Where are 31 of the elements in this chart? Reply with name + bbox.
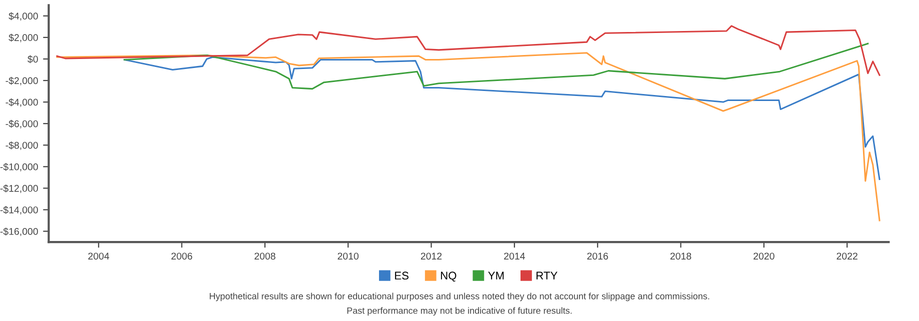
y-tick-label: -$8,000 [6, 141, 38, 150]
text: Past performance may not be indicative of future results. [347, 307, 572, 316]
legend-label: YM [488, 272, 504, 280]
x-tick-label: 2006 [171, 252, 192, 260]
y-tick-label: -$2,000 [6, 76, 38, 86]
text: Hypothetical results are shown for educational purposes and unless noted they do not account for slippage and commissions. [210, 292, 710, 302]
x-tick-label: 2004 [88, 252, 110, 260]
y-tick-label: -$12,000 [0, 184, 38, 193]
x-tick-label: 2008 [254, 252, 276, 260]
y-tick-label: $4,000 [8, 12, 38, 21]
line-series [124, 56, 880, 180]
x-tick-label: 2014 [504, 252, 525, 260]
y-tick-label: $2,000 [8, 34, 38, 42]
y-tick-label: -$4,000 [6, 98, 38, 107]
x-tick-label: 2012 [420, 252, 442, 260]
x-tick-label: 2016 [587, 252, 608, 260]
line-series [56, 25, 880, 76]
legend-label: RTY [536, 272, 558, 280]
y-tick-label: $0 [28, 55, 38, 64]
legend-label: ES [395, 272, 408, 280]
x-tick-label: 2020 [754, 252, 774, 260]
y-tick-label: -$16,000 [0, 228, 38, 236]
legend-label: NQ [441, 272, 456, 282]
y-tick-label: -$6,000 [6, 120, 38, 128]
line-series [124, 42, 869, 90]
x-tick-label: 2018 [670, 252, 692, 260]
x-tick-label: 2010 [338, 252, 359, 260]
y-tick-label: -$14,000 [0, 206, 38, 214]
y-tick-label: -$10,000 [0, 162, 38, 172]
line-series [56, 52, 880, 222]
x-tick-label: 2022 [836, 252, 858, 260]
